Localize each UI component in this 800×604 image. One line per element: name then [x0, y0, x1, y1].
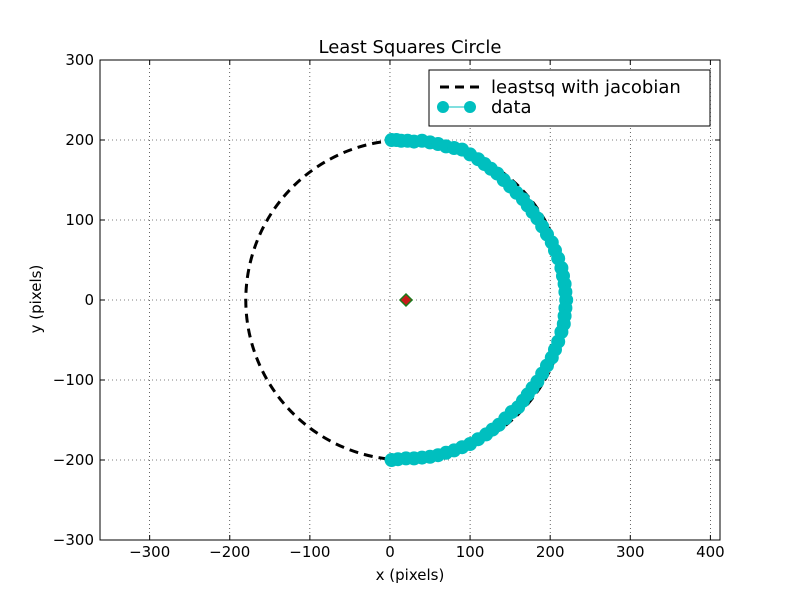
- x-tick-label: −200: [209, 543, 250, 561]
- x-tick-label: 300: [616, 543, 645, 561]
- data-points: [384, 133, 574, 467]
- y-tick-label: 0: [84, 291, 94, 309]
- x-tick-label: 100: [456, 543, 485, 561]
- legend-label-fit: leastsq with jacobian: [491, 77, 681, 98]
- axis-ticks: −300 −200 −100 0 100 200 300 400 −300 −200 −100 0 10…: [53, 51, 725, 561]
- x-tick-label: 400: [696, 543, 725, 561]
- y-tick-label: −200: [53, 451, 94, 469]
- data-point: [384, 453, 399, 467]
- x-tick-label: −100: [289, 543, 330, 561]
- x-axis-label: x (pixels): [376, 566, 445, 584]
- center-marker-group: [398, 292, 414, 308]
- legend-box: [428, 69, 711, 127]
- y-tick-label: 300: [65, 51, 94, 69]
- y-tick-label: 200: [65, 131, 94, 149]
- y-tick-label: −300: [53, 531, 94, 549]
- y-tick-label: 100: [65, 211, 94, 229]
- center-marker: [398, 292, 414, 308]
- legend: leastsq with jacobian data: [428, 69, 711, 127]
- y-axis-label: y (pixels): [27, 265, 45, 334]
- legend-label-data: data: [491, 97, 532, 118]
- x-tick-label: −300: [129, 543, 170, 561]
- y-tick-label: −100: [53, 371, 94, 389]
- x-tick-label: 200: [536, 543, 565, 561]
- chart-title: Least Squares Circle: [319, 37, 502, 58]
- x-tick-label: 0: [385, 543, 395, 561]
